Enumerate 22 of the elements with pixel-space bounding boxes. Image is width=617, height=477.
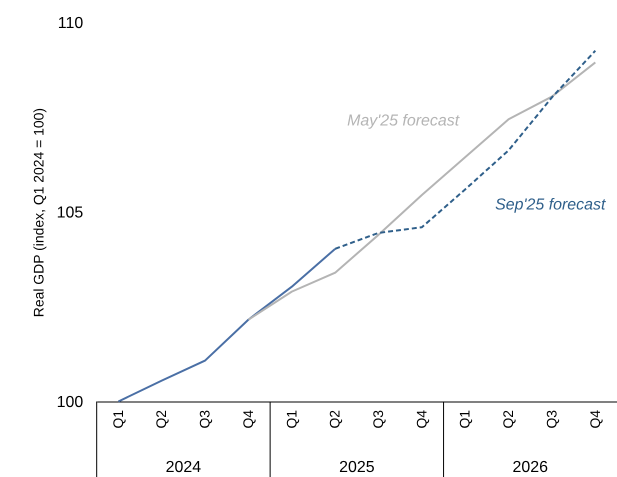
text: 2024: [166, 459, 202, 476]
y-tick-label: 100: [56, 394, 84, 411]
line-series: [117, 248, 336, 402]
text: 2026: [512, 459, 548, 476]
y-tick-label: 105: [56, 204, 84, 222]
x-tick-label: Q3: [543, 410, 560, 429]
x-tick-label: Q4: [413, 410, 430, 429]
y-tick-label: 110: [58, 15, 84, 32]
x-tick-label: Q2: [326, 410, 343, 429]
y-axis-title: Real GDP (index, Q1 2024 = 100): [30, 108, 47, 318]
x-tick-label: Q3: [370, 410, 386, 429]
x-tick-label: Q4: [240, 410, 256, 429]
text: 2025: [339, 459, 375, 476]
x-tick-label: Q4: [586, 410, 603, 429]
x-tick-label: Q1: [456, 410, 473, 429]
x-tick-label: Q1: [110, 410, 126, 429]
x-tick-label: Q2: [153, 410, 170, 429]
series-label: Sep'25 forecast: [495, 196, 606, 214]
x-tick-label: Q2: [500, 410, 516, 429]
x-tick-label: Q1: [283, 410, 300, 429]
series-label: May'25 forecast: [347, 112, 460, 130]
x-tick-label: Q3: [196, 410, 213, 429]
